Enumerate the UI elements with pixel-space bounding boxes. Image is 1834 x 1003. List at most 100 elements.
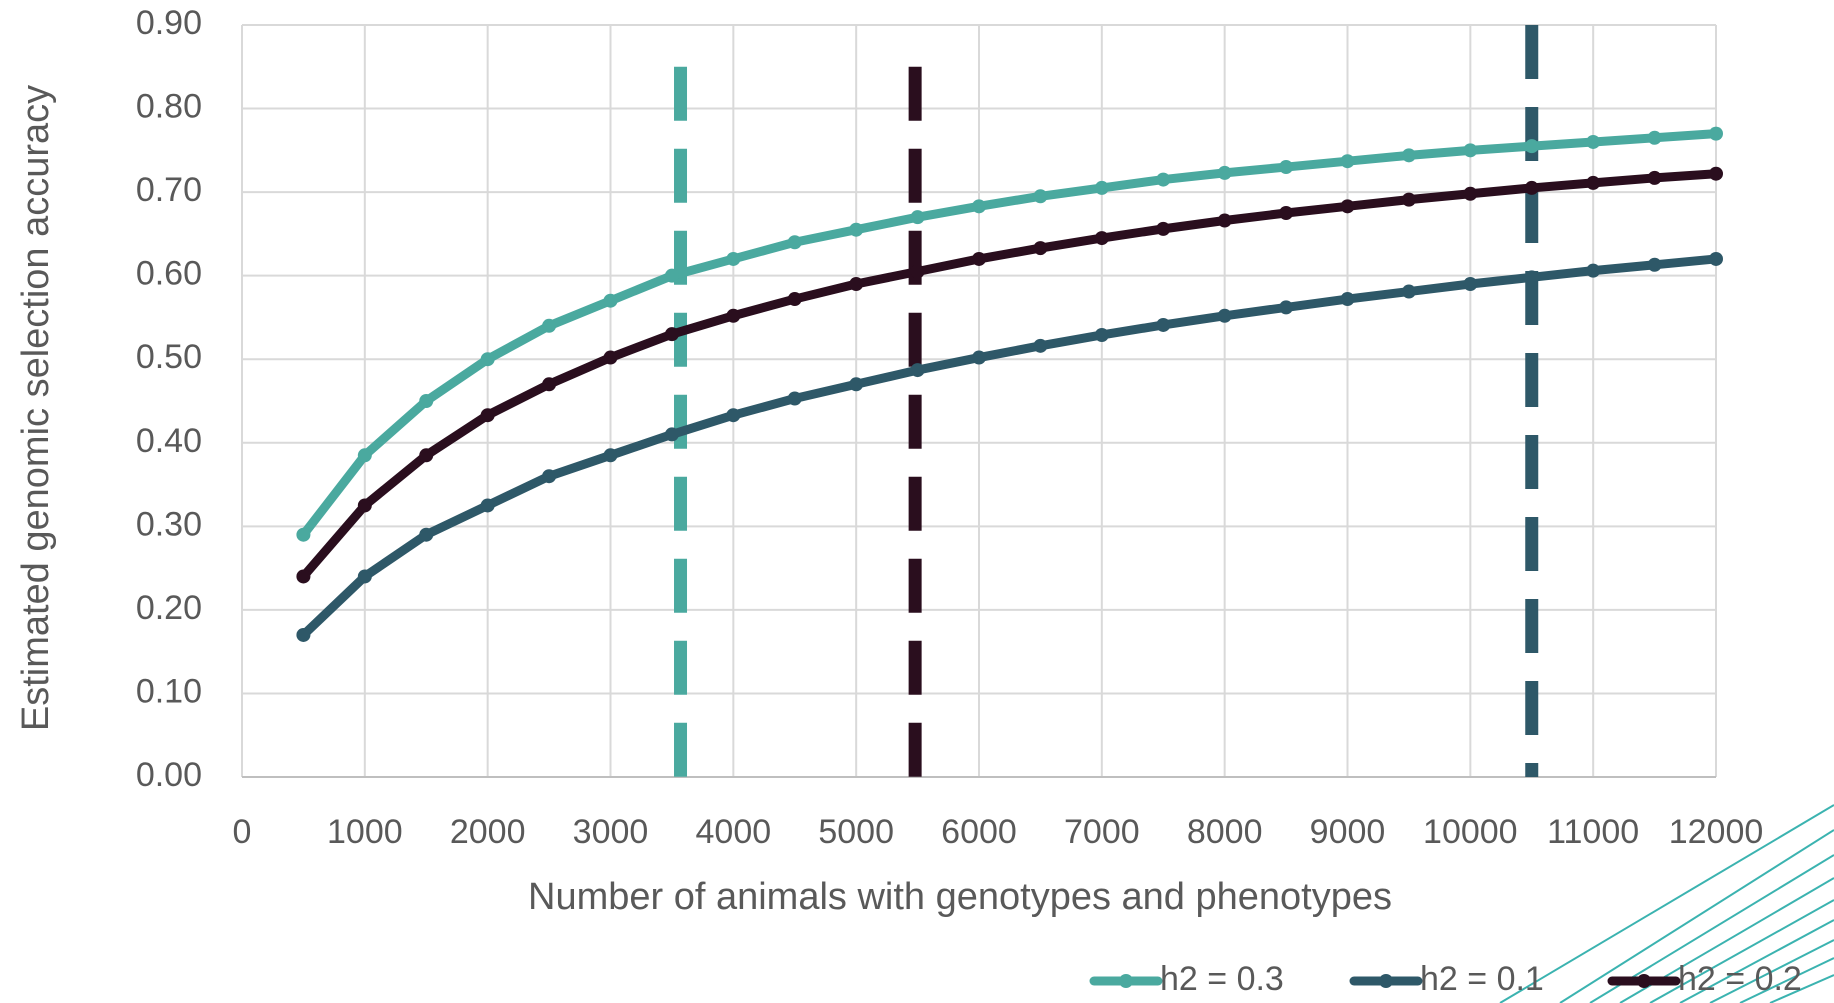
legend-item: h2 = 0.1 — [1354, 960, 1544, 998]
point — [665, 427, 679, 441]
point — [1033, 339, 1047, 353]
point — [1525, 139, 1539, 153]
x-tick-label: 12000 — [1669, 813, 1764, 851]
point — [1095, 181, 1109, 195]
point — [1279, 300, 1293, 314]
point — [358, 448, 372, 462]
point — [1709, 167, 1723, 181]
point — [296, 628, 310, 642]
point — [1095, 231, 1109, 245]
y-tick-label: 0.20 — [136, 589, 202, 627]
point — [419, 528, 433, 542]
x-tick-label: 2000 — [450, 813, 526, 851]
point — [849, 377, 863, 391]
point — [1341, 199, 1355, 213]
point — [1279, 160, 1293, 174]
legend-item: h2 = 0.2 — [1612, 960, 1802, 998]
y-tick-label: 0.80 — [136, 88, 202, 126]
y-tick-label: 0.70 — [136, 171, 202, 209]
point — [972, 351, 986, 365]
legend-marker — [1637, 974, 1651, 988]
x-axis-title: Number of animals with genotypes and phe… — [528, 876, 1392, 918]
point — [604, 294, 618, 308]
point — [1279, 206, 1293, 220]
y-tick-label: 0.00 — [136, 756, 202, 794]
x-tick-label: 5000 — [818, 813, 894, 851]
point — [972, 199, 986, 213]
point — [726, 252, 740, 266]
point — [972, 252, 986, 266]
point — [1218, 309, 1232, 323]
point — [1156, 173, 1170, 187]
point — [788, 391, 802, 405]
point — [542, 377, 556, 391]
point — [1709, 252, 1723, 266]
point — [1218, 214, 1232, 228]
legend-label: h2 = 0.2 — [1678, 960, 1802, 998]
point — [1586, 135, 1600, 149]
point — [1402, 285, 1416, 299]
point — [911, 264, 925, 278]
legend-item: h2 = 0.3 — [1094, 960, 1284, 998]
x-tick-label: 10000 — [1423, 813, 1518, 851]
point — [481, 498, 495, 512]
point — [1095, 328, 1109, 342]
point — [419, 394, 433, 408]
point — [542, 319, 556, 333]
point — [1156, 222, 1170, 236]
point — [1463, 277, 1477, 291]
point — [604, 351, 618, 365]
x-tick-label: 1000 — [327, 813, 403, 851]
point — [1525, 270, 1539, 284]
point — [1402, 193, 1416, 207]
x-tick-label: 0 — [233, 813, 252, 851]
y-axis-title: Estimated genomic selection accuracy — [15, 85, 57, 731]
point — [1586, 264, 1600, 278]
point — [788, 235, 802, 249]
point — [911, 210, 925, 224]
x-tick-label: 4000 — [696, 813, 772, 851]
point — [1586, 176, 1600, 190]
series-line — [303, 259, 1716, 635]
point — [911, 363, 925, 377]
x-tick-label: 8000 — [1187, 813, 1263, 851]
point — [481, 408, 495, 422]
chart: Number of animals with genotypes and phe… — [0, 0, 1834, 1003]
point — [419, 448, 433, 462]
point — [1463, 143, 1477, 157]
point — [481, 352, 495, 366]
point — [296, 569, 310, 583]
y-tick-label: 0.90 — [136, 4, 202, 42]
x-tick-label: 7000 — [1064, 813, 1140, 851]
point — [296, 528, 310, 542]
legend-marker — [1119, 974, 1133, 988]
legend-label: h2 = 0.3 — [1160, 960, 1284, 998]
y-tick-label: 0.60 — [136, 255, 202, 293]
x-tick-label: 11000 — [1547, 813, 1639, 851]
point — [849, 277, 863, 291]
point — [726, 408, 740, 422]
point — [604, 448, 618, 462]
point — [1709, 127, 1723, 141]
point — [1648, 171, 1662, 185]
point — [665, 327, 679, 341]
point — [726, 309, 740, 323]
point — [1525, 181, 1539, 195]
y-tick-label: 0.10 — [136, 672, 202, 710]
y-tick-label: 0.50 — [136, 338, 202, 376]
point — [1033, 241, 1047, 255]
legend-label: h2 = 0.1 — [1420, 960, 1544, 998]
point — [788, 292, 802, 306]
point — [358, 498, 372, 512]
x-tick-label: 6000 — [941, 813, 1017, 851]
point — [1033, 189, 1047, 203]
point — [1156, 318, 1170, 332]
point — [1648, 131, 1662, 145]
point — [1218, 166, 1232, 180]
x-tick-label: 9000 — [1310, 813, 1386, 851]
legend-marker — [1379, 974, 1393, 988]
point — [542, 469, 556, 483]
point — [1341, 154, 1355, 168]
y-tick-label: 0.30 — [136, 505, 202, 543]
y-tick-label: 0.40 — [136, 422, 202, 460]
